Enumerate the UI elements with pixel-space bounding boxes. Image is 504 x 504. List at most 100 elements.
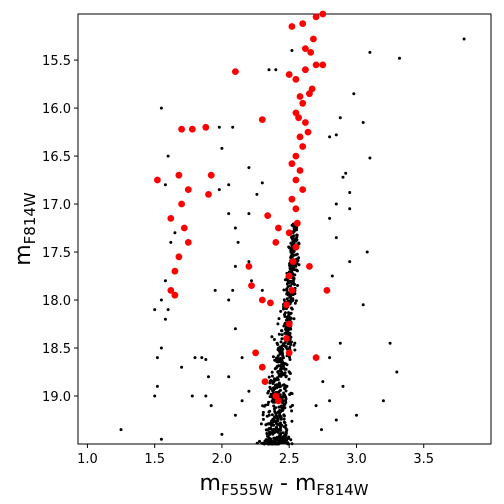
y-tick-label: 19.0 bbox=[42, 390, 71, 405]
ms-point bbox=[270, 370, 274, 374]
ms-point bbox=[255, 441, 259, 445]
red-star-point bbox=[319, 61, 327, 69]
red-star-point bbox=[275, 224, 282, 232]
ms-point bbox=[280, 358, 284, 362]
ms-point bbox=[289, 249, 293, 253]
ms-point bbox=[283, 433, 287, 437]
ms-point bbox=[288, 345, 292, 349]
ms-point bbox=[279, 369, 282, 372]
ms-point bbox=[273, 387, 277, 391]
ms-point bbox=[290, 419, 294, 423]
red-star-point bbox=[245, 263, 253, 270]
red-star-point bbox=[299, 20, 307, 27]
red-star-point bbox=[293, 219, 301, 227]
y-tick-label: 18.5 bbox=[42, 342, 71, 357]
red-star-point bbox=[178, 125, 186, 133]
ms-point bbox=[283, 313, 286, 316]
ms-point bbox=[270, 413, 274, 417]
y-axis-label-sub: F814W bbox=[21, 192, 39, 244]
ms-point bbox=[285, 428, 289, 432]
ms-point bbox=[272, 442, 276, 446]
black-star-point bbox=[163, 279, 167, 283]
ms-point bbox=[272, 430, 276, 434]
black-star-point bbox=[328, 356, 332, 360]
ms-point bbox=[279, 416, 283, 420]
black-star-point bbox=[233, 264, 237, 268]
ms-point bbox=[291, 298, 295, 302]
black-star-point bbox=[368, 50, 372, 54]
black-star-point bbox=[365, 250, 369, 254]
black-star-point bbox=[462, 37, 466, 41]
ms-point bbox=[282, 437, 286, 441]
ms-point bbox=[280, 329, 283, 333]
red-star-point bbox=[232, 68, 239, 75]
ms-point bbox=[288, 331, 292, 335]
red-star-point bbox=[285, 229, 293, 237]
ms-point bbox=[285, 317, 289, 321]
ms-point bbox=[276, 430, 279, 433]
black-star-point bbox=[247, 212, 251, 216]
ms-point bbox=[286, 285, 290, 289]
ms-point bbox=[271, 417, 275, 421]
x-tick-label: 3.0 bbox=[346, 452, 367, 467]
x-axis-label-sub2: F814W bbox=[316, 481, 368, 499]
red-star-point bbox=[202, 123, 210, 131]
ms-point bbox=[279, 309, 283, 313]
ms-point bbox=[269, 427, 273, 431]
red-star-point bbox=[167, 287, 175, 294]
black-star-point bbox=[260, 181, 264, 185]
red-star-point bbox=[258, 296, 266, 304]
red-star-point bbox=[258, 363, 266, 371]
black-star-point bbox=[169, 240, 173, 244]
ms-point bbox=[288, 267, 292, 271]
ms-point bbox=[265, 428, 269, 432]
ms-point bbox=[297, 256, 301, 260]
ms-point bbox=[277, 381, 281, 385]
red-star-point bbox=[292, 205, 300, 213]
y-axis-label-main: m bbox=[11, 244, 36, 265]
red-star-point bbox=[307, 49, 315, 56]
black-star-point bbox=[348, 191, 352, 194]
ms-point bbox=[267, 375, 271, 379]
ms-point bbox=[279, 340, 283, 344]
ms-point bbox=[270, 374, 274, 378]
black-star-point bbox=[153, 394, 157, 398]
ms-point bbox=[276, 370, 280, 373]
x-tick-label: 1.5 bbox=[144, 452, 165, 467]
black-star-point bbox=[217, 188, 221, 192]
ms-point bbox=[278, 405, 282, 409]
red-star-point bbox=[261, 378, 269, 385]
ms-point bbox=[271, 432, 275, 436]
red-star-point bbox=[296, 167, 304, 174]
ms-point bbox=[285, 297, 289, 301]
ms-point bbox=[291, 254, 295, 258]
red-star-point bbox=[188, 125, 196, 133]
black-star-point bbox=[388, 341, 392, 345]
black-star-point bbox=[227, 212, 231, 216]
black-star-point bbox=[163, 317, 167, 321]
ms-point bbox=[266, 434, 269, 438]
ms-point bbox=[280, 350, 284, 354]
ms-point bbox=[268, 409, 272, 413]
ms-point bbox=[264, 440, 268, 444]
black-star-point bbox=[220, 432, 224, 436]
ms-point bbox=[267, 400, 271, 404]
ms-point bbox=[281, 435, 285, 439]
y-tick-label: 15.5 bbox=[42, 54, 71, 69]
ms-point bbox=[289, 284, 292, 288]
black-star-point bbox=[334, 202, 338, 206]
ms-point bbox=[281, 355, 285, 359]
ms-point bbox=[288, 355, 291, 359]
ms-point bbox=[292, 234, 296, 238]
ms-point bbox=[282, 307, 285, 311]
ms-point bbox=[291, 250, 295, 254]
y-tick-label: 17.5 bbox=[42, 246, 71, 261]
ms-point bbox=[261, 410, 265, 414]
black-star-point bbox=[159, 298, 163, 302]
x-tick-label: 2.5 bbox=[279, 452, 300, 467]
red-star-point bbox=[205, 191, 212, 198]
red-star-point bbox=[288, 195, 296, 203]
black-star-point bbox=[361, 121, 365, 124]
ms-point bbox=[288, 393, 292, 396]
